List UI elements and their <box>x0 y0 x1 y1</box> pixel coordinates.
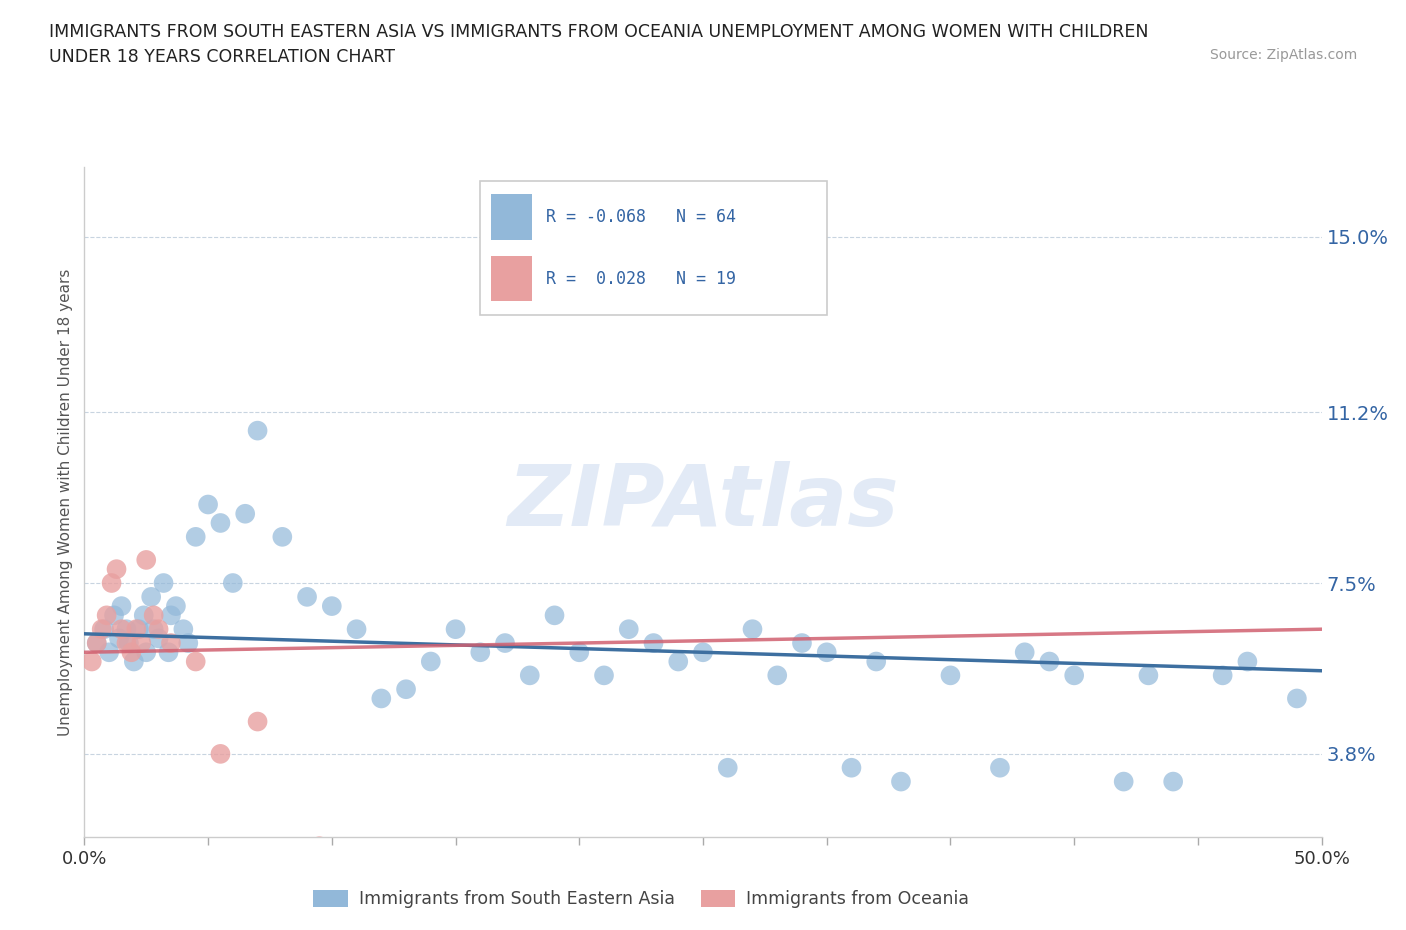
Point <box>519 668 541 683</box>
Point <box>766 668 789 683</box>
Point <box>80 654 103 669</box>
Point <box>96 608 118 623</box>
Point <box>865 654 887 669</box>
Point <box>152 576 174 591</box>
Point <box>135 644 157 659</box>
Point <box>1212 668 1234 683</box>
Legend: Immigrants from South Eastern Asia, Immigrants from Oceania: Immigrants from South Eastern Asia, Immi… <box>307 883 976 915</box>
Point <box>197 497 219 512</box>
Point <box>160 635 183 650</box>
Point <box>419 654 441 669</box>
Point <box>841 761 863 776</box>
Point <box>115 635 138 650</box>
Point <box>1112 774 1135 789</box>
Point <box>93 622 115 637</box>
Point <box>118 635 141 650</box>
Point <box>177 635 200 650</box>
Point <box>103 608 125 623</box>
Point <box>988 761 1011 776</box>
Point <box>132 608 155 623</box>
Point <box>815 644 838 659</box>
Point <box>172 622 194 637</box>
Point <box>209 747 232 762</box>
Point <box>568 644 591 659</box>
Point <box>1285 691 1308 706</box>
Point <box>494 635 516 650</box>
Point <box>115 622 138 637</box>
Point <box>100 576 122 591</box>
Point <box>444 622 467 637</box>
Point <box>1236 654 1258 669</box>
Point <box>125 622 148 637</box>
Point <box>233 506 256 521</box>
Point <box>1014 644 1036 659</box>
Point <box>617 622 640 637</box>
Text: ZIPAtlas: ZIPAtlas <box>508 460 898 544</box>
Point <box>108 631 131 645</box>
Point <box>129 635 152 650</box>
Point <box>939 668 962 683</box>
Point <box>692 644 714 659</box>
Point <box>148 622 170 637</box>
Point <box>246 423 269 438</box>
Point <box>90 622 112 637</box>
Point <box>86 635 108 650</box>
Text: Source: ZipAtlas.com: Source: ZipAtlas.com <box>1209 48 1357 62</box>
Point <box>120 644 142 659</box>
Point <box>666 654 689 669</box>
Point <box>593 668 616 683</box>
Point <box>271 529 294 544</box>
Text: UNDER 18 YEARS CORRELATION CHART: UNDER 18 YEARS CORRELATION CHART <box>49 48 395 66</box>
Point <box>98 644 121 659</box>
Point <box>222 576 245 591</box>
Point <box>110 599 132 614</box>
Point <box>643 635 665 650</box>
Point <box>543 608 565 623</box>
Point <box>184 654 207 669</box>
Point <box>209 515 232 530</box>
Point <box>1137 668 1160 683</box>
Point <box>128 622 150 637</box>
Point <box>110 622 132 637</box>
Point <box>1161 774 1184 789</box>
Point <box>142 622 165 637</box>
Point <box>148 631 170 645</box>
Point <box>86 635 108 650</box>
Point <box>321 599 343 614</box>
Point <box>160 608 183 623</box>
Point <box>346 622 368 637</box>
Point <box>246 714 269 729</box>
Point <box>470 644 492 659</box>
Text: IMMIGRANTS FROM SOUTH EASTERN ASIA VS IMMIGRANTS FROM OCEANIA UNEMPLOYMENT AMONG: IMMIGRANTS FROM SOUTH EASTERN ASIA VS IM… <box>49 23 1149 41</box>
Point <box>157 644 180 659</box>
Point <box>105 562 128 577</box>
Point <box>370 691 392 706</box>
Point <box>165 599 187 614</box>
Point <box>1038 654 1060 669</box>
Point <box>741 622 763 637</box>
Point <box>890 774 912 789</box>
Point <box>717 761 740 776</box>
Point <box>395 682 418 697</box>
Point <box>1063 668 1085 683</box>
Point <box>122 654 145 669</box>
Point <box>141 590 163 604</box>
Point <box>184 529 207 544</box>
Point <box>295 590 318 604</box>
Point <box>142 608 165 623</box>
Point <box>308 839 330 854</box>
Point <box>790 635 813 650</box>
Y-axis label: Unemployment Among Women with Children Under 18 years: Unemployment Among Women with Children U… <box>58 269 73 736</box>
Point <box>135 552 157 567</box>
